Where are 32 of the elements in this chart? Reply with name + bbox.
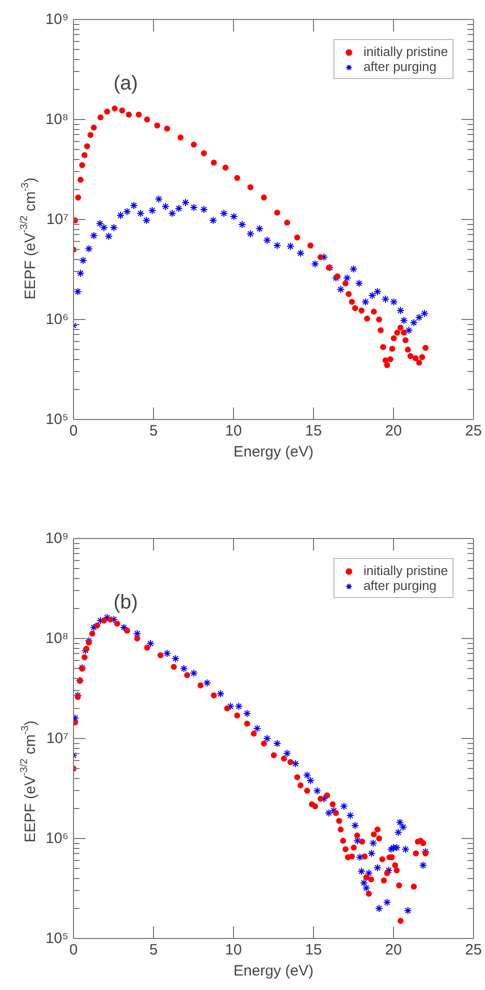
y-axis-title: EEPF (eV-3/2 cm-3) [19, 720, 39, 842]
x-tick-label: 20 [385, 942, 402, 958]
y-tick-label: 10⁹ [45, 11, 68, 28]
x-tick-label: 5 [149, 942, 158, 958]
annotation: (a) [114, 72, 138, 94]
y-tick-label: 10⁸ [45, 630, 69, 647]
x-tick-label: 0 [69, 942, 78, 958]
x-axis-title: Energy (eV) [233, 962, 314, 980]
y-tick-label: 10⁵ [46, 411, 69, 428]
y-tick-label: 10⁸ [45, 111, 69, 128]
legend-label: initially pristine [363, 44, 448, 59]
x-tick-label: 15 [305, 942, 322, 958]
x-tick-label: 10 [225, 422, 242, 440]
x-tick-label: 10 [225, 942, 242, 958]
x-tick-label: 25 [465, 422, 482, 440]
y-tick-label: 10⁶ [46, 830, 68, 847]
legend-label: after purging [363, 578, 436, 593]
y-tick-label: 10⁹ [45, 530, 68, 547]
y-tick-label: 10⁷ [46, 211, 69, 228]
annotation: (b) [114, 592, 138, 614]
y-tick-label: 10⁵ [46, 930, 69, 947]
x-tick-label: 5 [149, 422, 158, 440]
y-axis-title: EEPF (eV-3/2 cm-3) [19, 178, 39, 300]
y-tick-label: 10⁶ [46, 311, 68, 328]
x-tick-label: 0 [69, 422, 78, 440]
y-tick-label: 10⁷ [46, 730, 69, 747]
x-tick-label: 15 [305, 422, 322, 440]
legend-label: initially pristine [363, 563, 448, 578]
x-axis-title: Energy (eV) [233, 444, 314, 460]
x-tick-label: 20 [385, 422, 402, 440]
legend-label: after purging [363, 59, 436, 74]
x-tick-label: 25 [465, 942, 482, 958]
